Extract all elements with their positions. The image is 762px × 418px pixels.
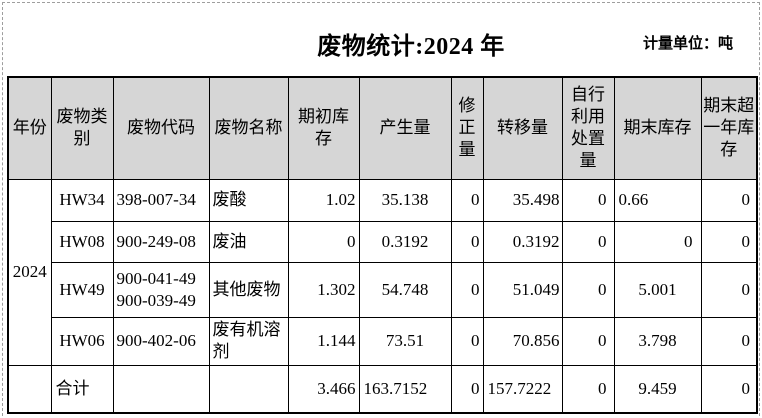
total-self-disposal-cell[interactable]: 0	[561, 364, 615, 414]
closing-stock-cell[interactable]: 0	[613, 220, 702, 263]
report-title: 废物统计:2024 年	[317, 34, 505, 60]
unit-label: 计量单位：吨	[642, 36, 733, 52]
code-cell[interactable]: 398-007-34	[112, 178, 210, 222]
closing-stock-cell[interactable]: 5.001	[613, 261, 702, 318]
over-year-stock-cell[interactable]: 0	[700, 316, 758, 366]
transferred-cell[interactable]: 35.498	[482, 178, 563, 222]
category-cell[interactable]: HW34	[50, 178, 114, 222]
generated-cell[interactable]: 54.748	[358, 261, 452, 318]
table-row: HW08 900-249-08 废油 0 0.3192 0 0.3192 0 0…	[8, 220, 758, 263]
header-row: 年份 废物类 别 废物代码 废物名称 期初库 存 产生量 修 正 量 转移量 自…	[7, 76, 758, 180]
corrected-cell[interactable]: 0	[450, 178, 484, 222]
opening-stock-cell[interactable]: 0	[287, 220, 360, 263]
opening-stock-cell[interactable]: 1.302	[287, 261, 360, 318]
name-cell[interactable]: 废有机溶剂	[208, 316, 289, 366]
column-header-transferred[interactable]: 转移量	[482, 76, 563, 180]
year-cell[interactable]: 2024	[7, 178, 52, 366]
closing-stock-cell[interactable]: 0.66	[613, 178, 702, 222]
year-cell-empty[interactable]	[7, 364, 52, 414]
over-year-stock-cell[interactable]: 0	[700, 178, 758, 222]
column-header-over-year-stock[interactable]: 期末超 一年库 存	[700, 76, 758, 180]
category-cell[interactable]: HW49	[50, 261, 114, 318]
waste-stats-table: 年份 废物类 别 废物代码 废物名称 期初库 存 产生量 修 正 量 转移量 自…	[7, 76, 758, 414]
self-disposal-cell[interactable]: 0	[561, 316, 615, 366]
self-disposal-cell[interactable]: 0	[561, 178, 615, 222]
column-header-corrected[interactable]: 修 正 量	[450, 76, 484, 180]
generated-cell[interactable]: 0.3192	[358, 220, 452, 263]
total-closing-stock-cell[interactable]: 9.459	[613, 364, 702, 414]
closing-stock-cell[interactable]: 3.798	[613, 316, 702, 366]
table-row: HW06 900-402-06 废有机溶剂 1.144 73.51 0 70.8…	[8, 316, 758, 366]
opening-stock-cell[interactable]: 1.144	[287, 316, 360, 366]
total-generated-cell[interactable]: 163.7152	[358, 364, 452, 414]
total-transferred-cell[interactable]: 157.7222	[482, 364, 563, 414]
column-header-opening-stock[interactable]: 期初库 存	[287, 76, 360, 180]
column-header-closing-stock[interactable]: 期末库存	[613, 76, 702, 180]
table-row: 2024 HW34 398-007-34 废酸 1.02 35.138 0 35…	[7, 178, 758, 366]
transferred-cell[interactable]: 70.856	[482, 316, 563, 366]
name-cell[interactable]: 废油	[208, 220, 289, 263]
category-cell[interactable]: HW06	[50, 316, 114, 366]
table-row: HW49 900-041-49 900-039-49 其他废物 1.302 54…	[8, 261, 758, 318]
corrected-cell[interactable]: 0	[450, 220, 484, 263]
column-header-category[interactable]: 废物类 别	[50, 76, 114, 180]
total-opening-stock-cell[interactable]: 3.466	[287, 364, 360, 414]
column-header-generated[interactable]: 产生量	[358, 76, 452, 180]
self-disposal-cell[interactable]: 0	[561, 261, 615, 318]
category-cell[interactable]: HW08	[50, 220, 114, 263]
total-over-year-stock-cell[interactable]: 0	[700, 364, 758, 414]
column-header-self-disposal[interactable]: 自行 利用 处置 量	[561, 76, 615, 180]
corrected-cell[interactable]: 0	[450, 316, 484, 366]
generated-cell[interactable]: 73.51	[358, 316, 452, 366]
column-header-year[interactable]: 年份	[7, 76, 52, 180]
code-cell[interactable]: 900-041-49 900-039-49	[112, 261, 210, 318]
transferred-cell[interactable]: 51.049	[482, 261, 563, 318]
over-year-stock-cell[interactable]: 0	[700, 261, 758, 318]
name-cell[interactable]	[208, 364, 289, 414]
code-cell[interactable]	[112, 364, 210, 414]
name-cell[interactable]: 废酸	[208, 178, 289, 222]
total-row: 合计 3.466 163.7152 0 157.7222 0 9.459 0	[7, 364, 758, 414]
column-header-name[interactable]: 废物名称	[208, 76, 289, 180]
self-disposal-cell[interactable]: 0	[561, 220, 615, 263]
over-year-stock-cell[interactable]: 0	[700, 220, 758, 263]
total-label-cell[interactable]: 合计	[50, 364, 114, 414]
transferred-cell[interactable]: 0.3192	[482, 220, 563, 263]
column-header-code[interactable]: 废物代码	[112, 76, 210, 180]
code-cell[interactable]: 900-249-08	[112, 220, 210, 263]
total-corrected-cell[interactable]: 0	[450, 364, 484, 414]
generated-cell[interactable]: 35.138	[358, 178, 452, 222]
code-cell[interactable]: 900-402-06	[112, 316, 210, 366]
name-cell[interactable]: 其他废物	[208, 261, 289, 318]
opening-stock-cell[interactable]: 1.02	[287, 178, 360, 222]
corrected-cell[interactable]: 0	[450, 261, 484, 318]
